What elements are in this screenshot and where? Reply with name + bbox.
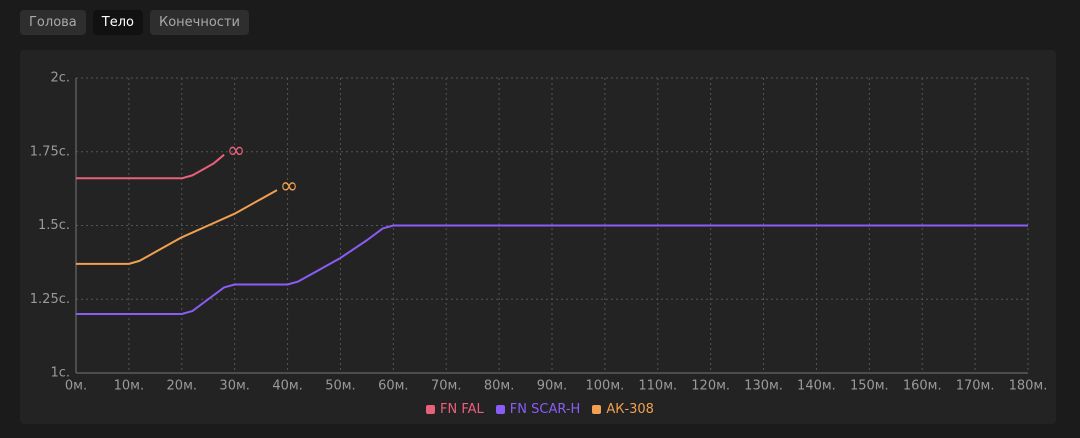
x-tick-label: 40м. <box>272 379 302 394</box>
legend-swatch <box>426 405 436 414</box>
y-tick-label: 1.75с. <box>30 144 70 159</box>
x-tick-label: 180м. <box>1009 379 1048 394</box>
x-tick-label: 70м. <box>431 379 461 394</box>
y-tick-label: 2с. <box>50 71 70 86</box>
x-tick-label: 140м. <box>797 379 836 394</box>
x-tick-label: 160м. <box>903 379 942 394</box>
x-tick-label: 30м. <box>219 379 249 394</box>
tab-bar: Голова Тело Конечности <box>20 10 249 35</box>
y-tick-label: 1.25с. <box>30 292 70 307</box>
x-tick-label: 130м. <box>744 379 783 394</box>
x-tick-label: 90м. <box>537 379 567 394</box>
x-tick-label: 120м. <box>691 379 730 394</box>
x-tick-label: 0м. <box>65 379 87 394</box>
legend: FN FAL FN SCAR-H АК-308 <box>0 402 1080 417</box>
legend-item: АК-308 <box>592 402 654 417</box>
legend-swatch <box>495 405 505 414</box>
x-tick-label: 50м. <box>325 379 355 394</box>
legend-label: АК-308 <box>606 402 654 417</box>
legend-swatch <box>592 405 602 414</box>
legend-item: FN SCAR-H <box>495 402 581 417</box>
series-line <box>76 224 1028 315</box>
series-line <box>76 153 225 180</box>
x-tick-label: 20м. <box>167 379 197 394</box>
x-tick-label: 170м. <box>956 379 995 394</box>
x-tick-label: 10м. <box>114 379 144 394</box>
series-line <box>76 189 278 265</box>
tab[interactable]: Тело <box>92 10 143 35</box>
legend-item: FN FAL <box>426 402 484 417</box>
x-tick-label: 60м. <box>378 379 408 394</box>
y-tick-label: 1.5с. <box>38 218 70 233</box>
legend-label: FN SCAR-H <box>509 402 581 417</box>
tab[interactable]: Конечности <box>149 10 249 35</box>
y-tick-label: 1с. <box>50 366 70 381</box>
end-label: ∞ <box>227 139 245 164</box>
x-tick-label: 150м. <box>850 379 889 394</box>
legend-label: FN FAL <box>440 402 484 417</box>
x-tick-label: 80м. <box>484 379 514 394</box>
end-label: ∞ <box>280 174 298 199</box>
x-tick-label: 100м. <box>586 379 625 394</box>
tab[interactable]: Голова <box>20 10 86 35</box>
chart-panel <box>20 50 1056 424</box>
x-tick-label: 110м. <box>638 379 677 394</box>
